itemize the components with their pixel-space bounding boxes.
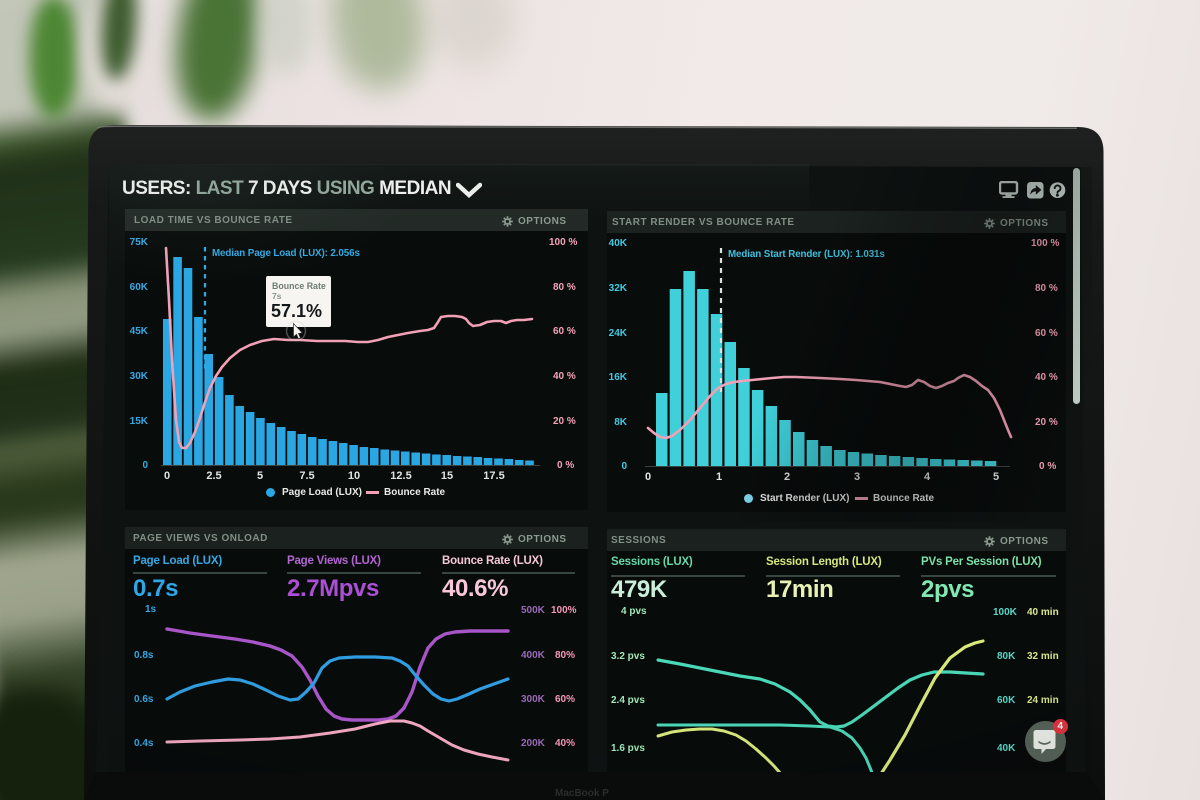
svg-text:MacBook P: MacBook P (555, 788, 609, 799)
